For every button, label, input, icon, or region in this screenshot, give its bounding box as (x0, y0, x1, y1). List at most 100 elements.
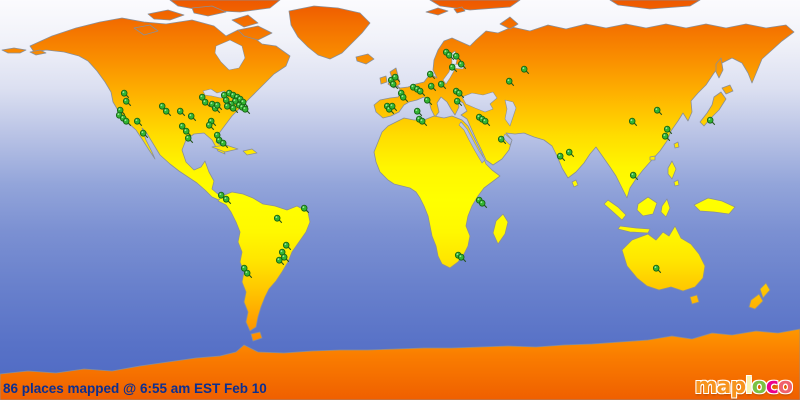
place-pin (426, 70, 436, 80)
place-pin (556, 152, 566, 162)
logo-letter: p (730, 374, 746, 399)
continent-africa (373, 115, 501, 269)
place-pin (389, 80, 399, 90)
place-pin (184, 134, 194, 144)
arctic-island-d (133, 24, 159, 36)
arctic-island-b (191, 5, 227, 17)
place-pin (201, 98, 211, 108)
place-pin (423, 96, 433, 106)
logo-letter: o (777, 374, 793, 399)
hudson-bay (214, 39, 246, 71)
place-pin (282, 241, 292, 251)
place-pin (139, 129, 149, 139)
place-pin (222, 96, 232, 106)
red-sea (458, 121, 486, 164)
place-pin (565, 148, 575, 158)
place-pin (187, 112, 197, 122)
black-sea (461, 91, 498, 113)
place-pin (222, 195, 232, 205)
logo-letter: m (694, 374, 718, 399)
place-pin (437, 80, 447, 90)
baffin-island (237, 25, 273, 41)
place-pin (706, 116, 716, 126)
place-pin (275, 256, 285, 266)
aleutian-islands-2 (29, 49, 47, 56)
place-pin (505, 77, 515, 87)
borneo (636, 196, 658, 217)
madagascar (492, 213, 509, 245)
new-zealand-south (748, 293, 764, 310)
place-pin (176, 107, 186, 117)
place-pin (457, 253, 467, 263)
taiwan (673, 141, 680, 149)
place-pin (416, 87, 426, 97)
logo-letter: o (751, 374, 767, 399)
place-pin (445, 51, 455, 61)
novaya-zemlya (499, 16, 519, 30)
philippines (667, 160, 677, 180)
place-pin (133, 117, 143, 127)
sulawesi (660, 198, 671, 218)
place-pin (273, 214, 283, 224)
place-pin (448, 63, 458, 73)
sri-lanka (571, 179, 579, 188)
place-pin (229, 104, 239, 114)
place-pin (217, 191, 227, 201)
place-pin (413, 107, 423, 117)
continent-south-america (217, 191, 311, 332)
place-pin (120, 89, 130, 99)
svalbard-2 (453, 6, 466, 14)
hainan (649, 155, 656, 161)
place-pin (399, 93, 409, 103)
place-pin (663, 125, 673, 135)
place-pin (182, 127, 192, 137)
aleutian-islands (1, 47, 27, 54)
sakhalin (715, 57, 724, 79)
caspian-sea (504, 99, 517, 127)
maploco-logo[interactable]: maploco (694, 374, 793, 399)
logo-letter: c (765, 374, 779, 399)
place-pin (455, 89, 465, 99)
place-pin (241, 105, 251, 115)
continent-australia (621, 225, 706, 292)
place-pin (452, 52, 462, 62)
svalbard (425, 7, 449, 16)
place-pin (122, 117, 132, 127)
place-pin (388, 102, 398, 112)
greenland (288, 5, 371, 60)
place-pin (243, 269, 253, 279)
logo-letter: l (745, 374, 752, 399)
place-pin (280, 253, 290, 263)
place-pin (122, 97, 132, 107)
continent-antarctica (0, 328, 800, 400)
place-pin (661, 132, 671, 142)
place-pin (520, 65, 530, 75)
place-pin (629, 171, 639, 181)
logo-letter: a (716, 374, 732, 399)
iceland (355, 53, 375, 65)
tasmania (689, 294, 700, 305)
place-pin (213, 101, 223, 111)
place-pin (481, 117, 491, 127)
arctic-strip-3 (609, 0, 701, 10)
hispaniola (242, 148, 258, 156)
hokkaido (721, 84, 734, 95)
arctic-island-a (147, 9, 185, 21)
place-pin (628, 117, 638, 127)
place-pin (653, 106, 663, 116)
sumatra (603, 199, 627, 221)
arctic-island-c (231, 14, 259, 28)
place-pin (418, 117, 428, 127)
status-text: 86 places mapped @ 6:55 am EST Feb 10 (3, 381, 267, 396)
pins-layer (115, 48, 716, 279)
new-zealand-north (759, 282, 771, 299)
place-pin (453, 97, 463, 107)
place-pin (300, 204, 310, 214)
arctic-strip-2 (429, 0, 521, 11)
place-pin (497, 135, 507, 145)
place-pin (478, 199, 488, 209)
java (617, 225, 651, 234)
place-pin (457, 60, 467, 70)
place-pin (205, 121, 215, 131)
